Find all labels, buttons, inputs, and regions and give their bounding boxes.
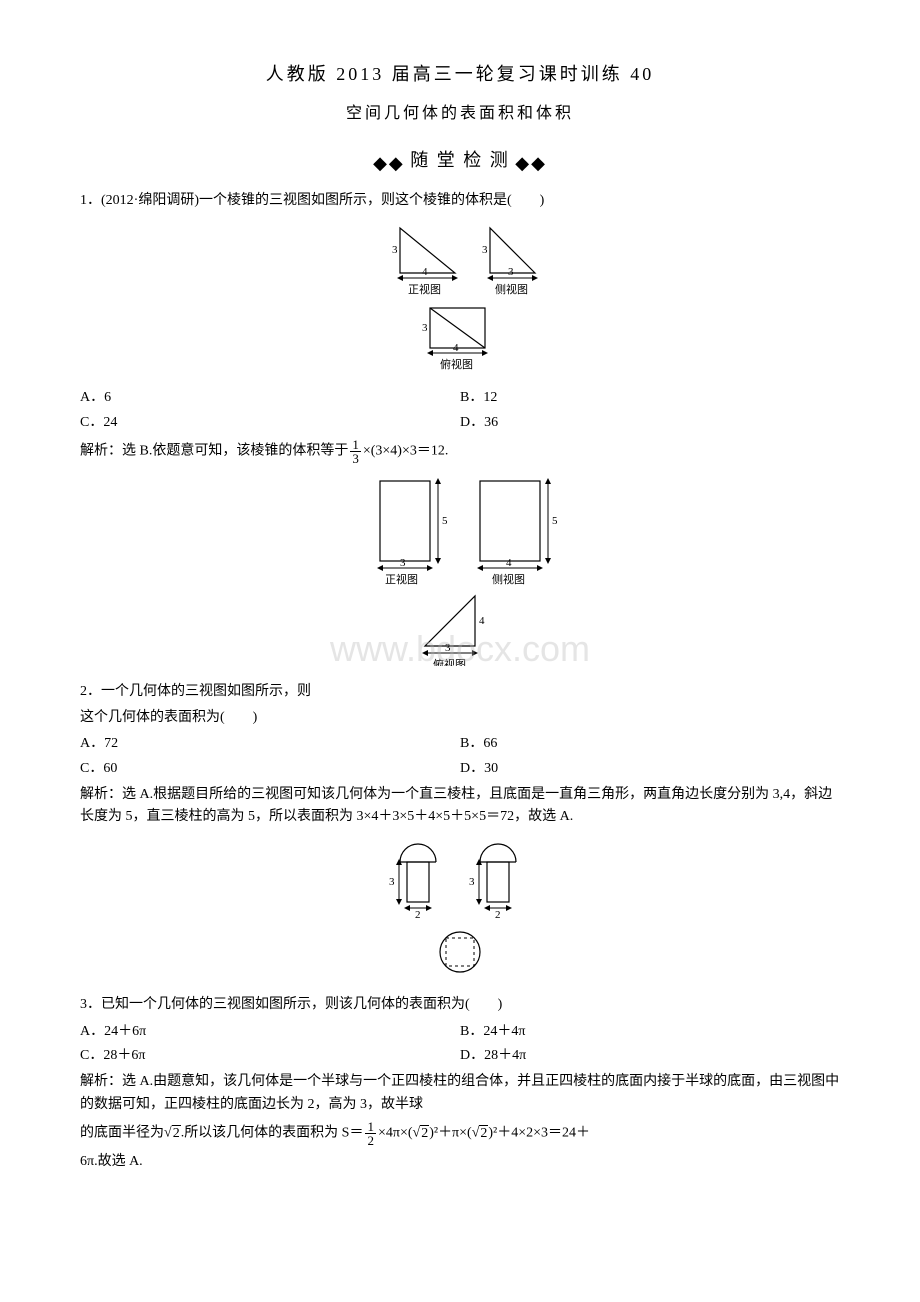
title-sub: 空间几何体的表面积和体积 xyxy=(80,101,840,127)
q1-figure: 3 4 正视图 3 3 侧视图 3 4 俯视图 xyxy=(80,218,840,381)
q1-optA: A．6 xyxy=(80,387,460,409)
q3-frac: 12 xyxy=(365,1120,376,1147)
q1-sol-post: ×(3×4)×3＝12. xyxy=(363,444,449,459)
q2-solution: 解析：选 A.根据题目所给的三视图可知该几何体为一个直三棱柱，且底面是一直角三角… xyxy=(80,784,840,829)
svg-text:4: 4 xyxy=(479,615,485,627)
q1-optC: C．24 xyxy=(80,412,460,434)
q3-solution-p1: 解析：选 A.由题意知，该几何体是一个半球与一个正四棱柱的组合体，并且正四棱柱的… xyxy=(80,1071,840,1116)
title-main: 人教版 2013 届高三一轮复习课时训练 40 xyxy=(80,60,840,89)
q2-options-row1: A．72 B．66 xyxy=(80,733,840,755)
q1-stem: 1．(2012·绵阳调研)一个棱锥的三视图如图所示，则这个棱锥的体积是( ) xyxy=(80,190,840,212)
svg-text:3: 3 xyxy=(392,244,398,256)
q2-optC: C．60 xyxy=(80,758,460,780)
diamond-icon: ◆◆ xyxy=(515,149,547,178)
q2-options-row2: C．60 D．30 xyxy=(80,758,840,780)
svg-text:2: 2 xyxy=(415,909,421,921)
q3-solution-p3: 6π.故选 A. xyxy=(80,1151,840,1173)
q1-sol-pre: 解析：选 B.依题意可知，该棱锥的体积等于 xyxy=(80,444,348,459)
q3-optA: A．24＋6π xyxy=(80,1021,460,1043)
svg-text:3: 3 xyxy=(400,557,406,569)
q3-optB: B．24＋4π xyxy=(460,1021,840,1043)
svg-text:正视图: 正视图 xyxy=(385,572,418,586)
q1-options-row2: C．24 D．36 xyxy=(80,412,840,434)
svg-text:4: 4 xyxy=(506,557,512,569)
q1-optB: B．12 xyxy=(460,387,840,409)
q2-stem: 2．一个几何体的三视图如图所示，则 xyxy=(80,681,840,703)
svg-text:3: 3 xyxy=(469,876,475,888)
svg-text:4: 4 xyxy=(453,342,459,354)
svg-text:俯视图: 俯视图 xyxy=(433,657,466,666)
q2-stem2: 这个几何体的表面积为( ) xyxy=(80,707,840,729)
q1-solution: 解析：选 B.依题意可知，该棱锥的体积等于13×(3×4)×3＝12. xyxy=(80,438,840,465)
q1-optD: D．36 xyxy=(460,412,840,434)
q1-options-row1: A．6 B．12 xyxy=(80,387,840,409)
svg-text:俯视图: 俯视图 xyxy=(440,357,473,371)
q2-figure: 5 3 正视图 5 4 侧视图 4 3 俯视图 xyxy=(80,471,840,674)
svg-text:3: 3 xyxy=(389,876,395,888)
q3-optD: D．28＋4π xyxy=(460,1045,840,1067)
svg-text:2: 2 xyxy=(495,909,501,921)
svg-text:5: 5 xyxy=(552,515,558,527)
q2-optD: D．30 xyxy=(460,758,840,780)
q3-options-row1: A．24＋6π B．24＋4π xyxy=(80,1021,840,1043)
q3-stem: 3．已知一个几何体的三视图如图所示，则该几何体的表面积为( ) xyxy=(80,994,840,1016)
svg-text:5: 5 xyxy=(442,515,448,527)
section-header: ◆◆ 随 堂 检 测 ◆◆ xyxy=(80,146,840,177)
svg-text:3: 3 xyxy=(445,642,451,654)
svg-text:3: 3 xyxy=(508,266,514,278)
svg-text:3: 3 xyxy=(482,244,488,256)
q3-figure: 3 2 3 2 xyxy=(80,835,840,988)
svg-text:3: 3 xyxy=(422,322,428,334)
svg-text:侧视图: 侧视图 xyxy=(492,572,525,586)
q3-optC: C．28＋6π xyxy=(80,1045,460,1067)
q2-optB: B．66 xyxy=(460,733,840,755)
q3-options-row2: C．28＋6π D．28＋4π xyxy=(80,1045,840,1067)
section-label: 随 堂 检 测 xyxy=(410,150,510,170)
diamond-icon: ◆◆ xyxy=(373,149,405,178)
svg-text:侧视图: 侧视图 xyxy=(495,282,528,296)
svg-text:4: 4 xyxy=(422,266,428,278)
q3-solution-p2: 的底面半径为√2.所以该几何体的表面积为 S＝12×4π×(√2)²＋π×(√2… xyxy=(80,1120,840,1147)
q1-frac: 13 xyxy=(350,438,361,465)
q2-optA: A．72 xyxy=(80,733,460,755)
svg-text:正视图: 正视图 xyxy=(408,282,441,296)
